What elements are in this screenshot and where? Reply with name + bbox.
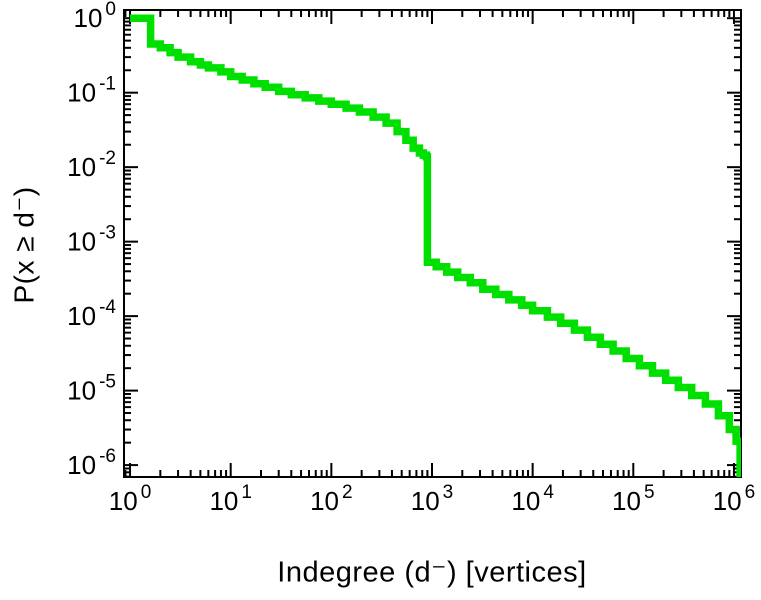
x-tick-label: 10 2 <box>310 482 353 516</box>
y-tick-label: 10 -2 <box>67 148 116 182</box>
y-tick-label: 10 -5 <box>67 372 116 406</box>
x-axis-label: Indegree (d⁻) [vertices] <box>277 556 587 589</box>
y-tick-label: 10 -3 <box>67 223 116 257</box>
plot-border <box>123 9 742 478</box>
x-tick-label: 10 3 <box>411 482 454 516</box>
x-tick-label: 10 4 <box>511 482 554 516</box>
series-indegree-ccdf <box>130 14 741 477</box>
y-tick-label: 10 -4 <box>67 297 116 331</box>
x-tick-label: 10 6 <box>713 482 756 516</box>
y-tick-label: 10 -6 <box>67 446 116 480</box>
y-tick-label: 10 -1 <box>67 74 116 108</box>
x-tick-label: 10 5 <box>612 482 655 516</box>
y-axis-label: P(x ≥ d⁻) <box>8 186 40 304</box>
x-tick-label: 10 1 <box>209 482 252 516</box>
x-tick-label: 10 0 <box>109 482 152 516</box>
y-tick-label: 10 0 <box>74 0 117 33</box>
